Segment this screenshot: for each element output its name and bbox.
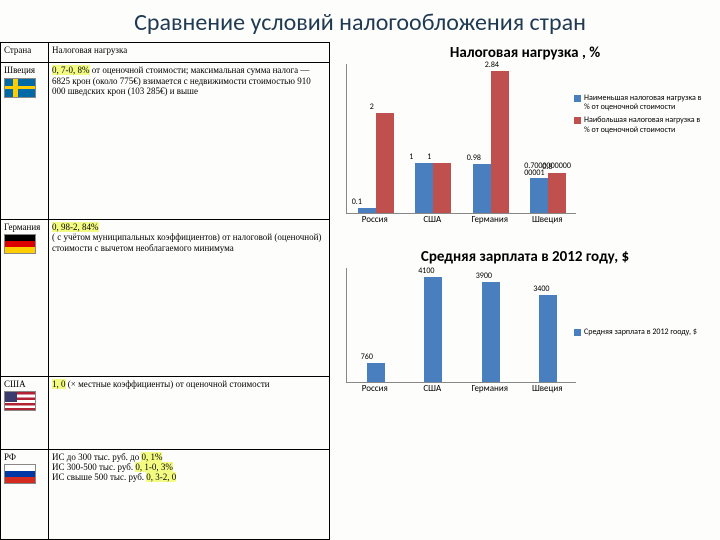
highlight: 0, 98-2, 84%: [52, 222, 99, 232]
burden-cell: 1, 0 (× местные коэффициенты) от оценочн…: [49, 376, 330, 449]
page-title: Сравнение условий налогообложения стран: [0, 0, 720, 42]
highlight: 0, 1%: [141, 452, 162, 462]
bar: [548, 173, 566, 213]
x-axis-labels: РоссияСШАГерманияШвеция: [346, 214, 576, 225]
x-label: Германия: [461, 214, 519, 225]
country-label: США: [4, 379, 26, 389]
country-cell: РФ: [1, 449, 49, 539]
chart2-title: Средняя зарплата в 2012 году, $: [332, 246, 718, 268]
country-label: РФ: [4, 452, 16, 462]
legend-swatch: [574, 117, 581, 124]
country-label: Швеция: [4, 65, 35, 75]
value-label: 2: [370, 102, 374, 112]
country-cell: Германия: [1, 220, 49, 377]
legend-item: Средняя зарплата в 2012 гооду, $: [574, 328, 704, 337]
bar: [473, 164, 491, 213]
value-label: 1: [427, 152, 431, 162]
value-label: 1: [409, 152, 413, 162]
value-label: 3400: [533, 284, 549, 294]
x-label: Россия: [346, 383, 404, 394]
country-cell: США: [1, 376, 49, 449]
bar: [491, 71, 509, 213]
th-country: Страна: [1, 43, 49, 63]
country-label: Германия: [4, 222, 40, 232]
bar: [482, 282, 500, 382]
highlight: 0, 3-2, 0: [146, 472, 176, 482]
value-label: 760: [361, 352, 373, 362]
bar: [433, 163, 451, 213]
x-label: Германия: [461, 383, 519, 394]
legend-item: Наибольшая налоговая нагрузка в % от оце…: [574, 116, 704, 134]
burden-cell: 0, 7-0, 8% от оценочной стоимости; макси…: [49, 63, 330, 220]
value-label: 0.98: [467, 153, 481, 163]
bar: [376, 113, 394, 213]
highlight: 1, 0: [52, 379, 66, 389]
tax-table: Страна Налоговая нагрузка Швеция 0, 7-0, …: [0, 42, 330, 540]
bar: [424, 277, 442, 382]
x-label: Швеция: [519, 383, 577, 394]
legend-label: Наименьшая налоговая нагрузка в % от оце…: [584, 94, 704, 112]
value-label: 0.8: [542, 162, 552, 172]
bar: [530, 178, 548, 213]
legend-item: Наименьшая налоговая нагрузка в % от оце…: [574, 94, 704, 112]
bar: [415, 163, 433, 213]
chart-legend: Средняя зарплата в 2012 гооду, $: [574, 328, 704, 341]
chart1-title: Налоговая нагрузка , %: [332, 42, 718, 64]
chart2: 760 4100 3900 3400 РоссияСШАГерманияШвеция Ср…: [332, 268, 718, 403]
bar: [367, 363, 385, 382]
burden-cell: ИС до 300 тыс. руб. до 0, 1%ИС 300-500 т…: [49, 449, 330, 539]
bar: [358, 208, 376, 213]
chart-legend: Наименьшая налоговая нагрузка в % от оце…: [574, 94, 704, 139]
th-burden: Налоговая нагрузка: [49, 43, 330, 63]
legend-label: Средняя зарплата в 2012 гооду, $: [584, 328, 697, 337]
x-label: Швеция: [519, 214, 577, 225]
highlight: 0, 1-0, 3%: [135, 462, 173, 472]
burden-cell: 0, 98-2, 84%( с учётом муниципальных коэ…: [49, 220, 330, 377]
country-cell: Швеция: [1, 63, 49, 220]
content: Страна Налоговая нагрузка Швеция 0, 7-0, …: [0, 42, 720, 540]
chart-plot: 760 4100 3900 3400: [346, 268, 576, 383]
x-label: США: [404, 214, 462, 225]
value-label: 2.84: [485, 60, 499, 70]
legend-swatch: [574, 95, 581, 102]
x-axis-labels: РоссияСШАГерманияШвеция: [346, 383, 576, 394]
value-label: 4100: [418, 266, 434, 276]
value-label: 3900: [476, 271, 492, 281]
charts-panel: Налоговая нагрузка , % 0.12110.982.840.7…: [330, 42, 720, 540]
legend-label: Наибольшая налоговая нагрузка в % от оце…: [584, 116, 704, 134]
legend-swatch: [574, 329, 581, 336]
chart-plot: 0.12110.982.840.7000000000000010.8: [346, 64, 576, 214]
chart1: 0.12110.982.840.7000000000000010.8Россия…: [332, 64, 718, 234]
value-label: 0.1: [352, 197, 362, 207]
x-label: США: [404, 383, 462, 394]
bar: [539, 295, 557, 382]
x-label: Россия: [346, 214, 404, 225]
highlight: 0, 7-0, 8%: [52, 65, 90, 75]
